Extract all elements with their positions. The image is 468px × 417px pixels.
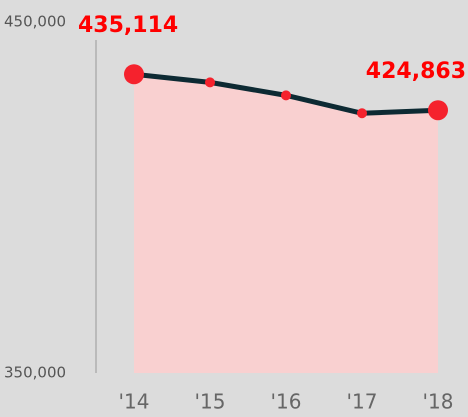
data-label: 435,114 xyxy=(78,13,178,38)
point xyxy=(281,90,291,101)
point xyxy=(428,100,448,121)
data-label: 424,863 xyxy=(366,59,466,84)
y-tick-label: 450,000 xyxy=(4,13,66,31)
x-tick-label: '17 xyxy=(347,390,378,414)
x-tick-label: '18 xyxy=(423,390,454,414)
x-tick-label: '14 xyxy=(119,390,150,414)
x-tick-label: '15 xyxy=(195,390,226,414)
x-tick-label: '16 xyxy=(271,390,302,414)
point xyxy=(205,77,215,88)
area xyxy=(134,74,438,373)
point xyxy=(357,108,367,119)
point xyxy=(124,64,144,85)
y-tick-label: 350,000 xyxy=(4,364,66,382)
